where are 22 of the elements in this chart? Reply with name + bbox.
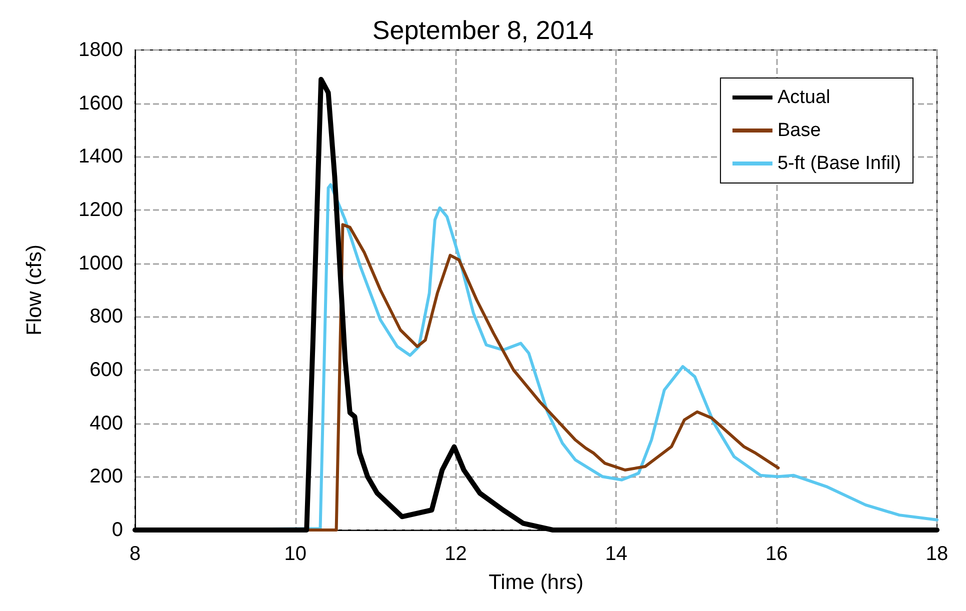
x-tick-label: 12 xyxy=(444,543,467,565)
y-tick-label: 600 xyxy=(90,359,123,381)
y-tick-label: 1600 xyxy=(78,92,123,114)
y-tick-label: 400 xyxy=(90,412,123,434)
chart-title: September 8, 2014 xyxy=(372,15,594,45)
legend-label: Actual xyxy=(777,87,830,108)
x-tick-label: 18 xyxy=(926,543,948,565)
y-tick-label: 200 xyxy=(90,466,123,488)
y-tick-label: 1000 xyxy=(78,252,123,274)
y-tick-label: 800 xyxy=(90,306,123,328)
y-tick-label: 0 xyxy=(112,519,123,541)
y-tick-label: 1200 xyxy=(78,199,123,221)
x-tick-label: 10 xyxy=(284,543,307,565)
y-axis-title: Flow (cfs) xyxy=(23,244,46,336)
x-tick-label: 14 xyxy=(605,543,628,565)
x-axis-title: Time (hrs) xyxy=(488,571,584,594)
y-tick-label: 1800 xyxy=(78,39,123,61)
legend-label: 5-ft (Base Infil) xyxy=(777,153,902,174)
x-tick-label: 16 xyxy=(765,543,788,565)
y-tick-label: 1400 xyxy=(78,146,123,168)
legend-label: Base xyxy=(777,120,821,141)
x-tick-label: 8 xyxy=(129,543,141,565)
